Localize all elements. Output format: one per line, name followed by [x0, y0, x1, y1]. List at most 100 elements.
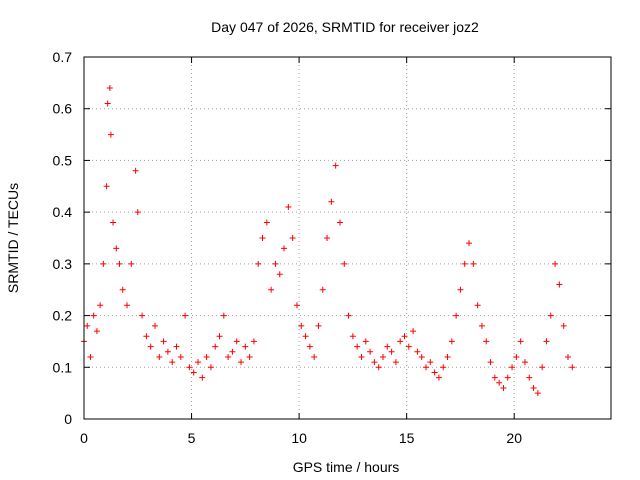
data-point [332, 162, 339, 169]
data-point [97, 302, 104, 309]
x-tick-label: 20 [506, 430, 522, 446]
data-point [156, 353, 163, 360]
data-point [379, 353, 386, 360]
x-tick-label: 10 [291, 430, 307, 446]
data-point [250, 338, 257, 345]
data-point [169, 359, 176, 366]
data-point [543, 338, 550, 345]
data-point [263, 219, 270, 226]
data-point [358, 353, 365, 360]
data-point [160, 338, 167, 345]
data-point [128, 260, 135, 267]
data-point [362, 338, 369, 345]
data-point [151, 322, 158, 329]
y-tick-label: 0.1 [53, 359, 73, 375]
data-point [147, 343, 154, 350]
data-point [371, 359, 378, 366]
data-point [164, 348, 171, 355]
y-tick-label: 0.7 [53, 49, 73, 65]
data-point [401, 333, 408, 340]
axis-ticks [83, 56, 611, 420]
data-point [530, 384, 537, 391]
data-point [392, 359, 399, 366]
data-point [423, 364, 430, 371]
x-tick-label: 15 [399, 430, 415, 446]
data-point [496, 379, 503, 386]
data-point [418, 353, 425, 360]
data-point [509, 364, 516, 371]
data-point [375, 364, 382, 371]
data-point [84, 322, 91, 329]
data-point [306, 343, 313, 350]
data-point [177, 353, 184, 360]
data-point [190, 369, 197, 376]
data-point [324, 235, 331, 241]
data-point [526, 374, 533, 381]
data-point [113, 245, 120, 252]
data-point [132, 167, 139, 174]
data-point [453, 312, 460, 319]
data-point [302, 333, 309, 340]
data-point [124, 302, 131, 309]
data-point [195, 359, 202, 366]
data-point [336, 219, 343, 226]
data-point [90, 312, 97, 319]
data-point [106, 85, 113, 92]
data-point [345, 312, 352, 319]
data-point [311, 353, 318, 360]
data-point [220, 312, 227, 319]
data-point [521, 359, 528, 366]
data-point [444, 353, 451, 360]
data-point [440, 364, 447, 371]
data-point [199, 374, 206, 381]
data-point [388, 348, 395, 355]
data-point [410, 328, 417, 335]
data-point [298, 322, 305, 329]
y-tick-label: 0 [64, 411, 72, 427]
data-point [104, 100, 111, 107]
data-point [427, 359, 434, 366]
data-point [487, 359, 494, 366]
data-point [116, 260, 123, 267]
data-point [293, 302, 300, 309]
data-point [173, 343, 180, 350]
data-point [87, 353, 94, 360]
data-point [100, 260, 107, 267]
data-point [414, 348, 421, 355]
data-point [246, 353, 253, 360]
data-point [139, 312, 146, 319]
data-point [110, 219, 117, 226]
data-point [483, 338, 490, 345]
data-point [504, 374, 511, 381]
data-point [285, 203, 292, 210]
data-point [517, 338, 524, 345]
data-point [539, 364, 546, 371]
data-point [341, 260, 348, 267]
data-point [315, 322, 322, 329]
data-point [354, 343, 361, 350]
data-points [81, 85, 576, 397]
data-point [182, 312, 189, 319]
data-point [560, 322, 567, 329]
data-point [461, 260, 468, 267]
gridlines [84, 57, 611, 419]
data-point [556, 281, 563, 288]
data-point [229, 348, 236, 355]
data-point [119, 286, 126, 293]
data-point [319, 286, 326, 293]
data-point [328, 198, 335, 205]
data-point [289, 235, 296, 241]
data-point [534, 390, 541, 397]
data-point [272, 260, 279, 267]
data-point [474, 302, 481, 309]
data-point [448, 338, 455, 345]
y-tick-label: 0.3 [53, 256, 73, 272]
data-point [552, 260, 559, 267]
data-point [349, 333, 356, 340]
data-point [491, 374, 498, 381]
data-point [435, 374, 442, 381]
data-point [569, 364, 576, 371]
data-point [186, 364, 193, 371]
